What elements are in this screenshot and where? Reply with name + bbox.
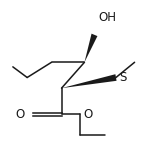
Polygon shape: [84, 34, 97, 62]
Text: OH: OH: [99, 11, 117, 24]
Polygon shape: [62, 74, 117, 88]
Text: S: S: [119, 71, 126, 84]
Text: O: O: [15, 108, 24, 121]
Text: O: O: [83, 108, 92, 121]
